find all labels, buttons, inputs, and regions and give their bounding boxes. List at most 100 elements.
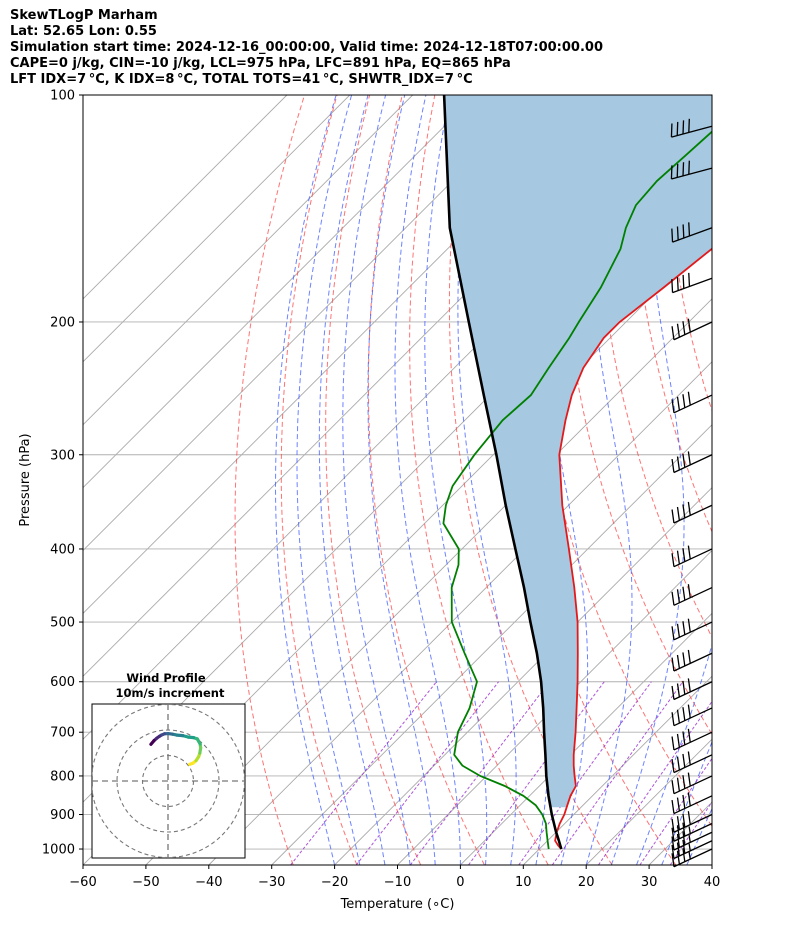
x-tick-label: 10 [515,875,532,890]
inset-title-line2: 10m/s increment [116,686,225,700]
wind-barb [671,501,713,524]
moist-adiabat-line [610,95,685,865]
wind-barb [670,160,713,180]
chart-header: SkewTLogP Marham Lat: 52.65 Lon: 0.55 Si… [10,8,603,88]
mixing-ratio-line [639,757,712,865]
isotherm-line [775,95,794,865]
x-tick-label: 20 [578,875,595,890]
title-line-times: Simulation start time: 2024-12-16_00:00:… [10,40,603,55]
x-axis-label: Temperature (∘C) [340,897,455,912]
isotherm-line [83,95,476,489]
y-tick-label: 100 [50,89,75,104]
dry-adiabat-line [662,95,712,413]
title-line-location: Lat: 52.65 Lon: 0.55 [10,24,157,39]
wind-barb [671,649,713,672]
dry-adiabat-line [367,95,485,865]
dry-adiabat-line [280,95,358,865]
wind-barb [671,678,713,701]
isotherm-line [83,95,351,363]
title-line-indices-1: CAPE=0 j/kg, CIN=-10 j/kg, LCL=975 hPa, … [10,56,511,71]
y-tick-label: 200 [50,315,75,330]
isotherm-line [83,95,288,300]
moist-adiabat-line [424,95,488,865]
dry-adiabat-line [234,95,305,865]
dry-adiabat-line [560,95,712,736]
y-tick-label: 400 [50,542,75,557]
isotherm-line [83,95,414,426]
wind-profile-inset: Wind Profile 10m/s increment [91,671,246,859]
x-tick-label: −20 [321,875,348,890]
wind-barb [671,318,713,341]
wind-barb [671,811,713,833]
moist-adiabat-line [686,807,712,865]
x-tick-label: −40 [195,875,222,890]
wind-barb [671,751,713,774]
title-line-indices-2: LFT IDX=7 °C, K IDX=8 °C, TOTAL TOTS=41 … [10,72,473,87]
moist-adiabat-line [318,95,386,865]
moist-adiabat-line [661,740,712,865]
moist-adiabat-line [296,95,361,865]
wind-barb [671,545,713,568]
parcel-profile-line [442,95,563,850]
x-tick-label: −60 [69,875,96,890]
wind-barb [671,451,713,474]
isotherm-line [83,95,539,552]
wind-barb [670,118,713,138]
y-tick-label: 300 [50,448,75,463]
x-tick-label: 0 [456,875,464,890]
wind-barb [671,222,713,243]
mixing-ratio-line [290,681,437,865]
isotherm-line [522,675,712,865]
moist-adiabat-line [711,863,712,865]
dry-adiabat-line [325,95,422,865]
inset-title-line1: Wind Profile [126,671,206,685]
isotherm-line [397,549,712,865]
wind-barb [671,584,713,606]
wind-barb [671,772,713,795]
y-tick-label: 1000 [42,843,75,858]
dry-adiabat-line [761,95,794,865]
instability-fill-area [444,95,712,808]
mixing-ratio-line [597,700,712,865]
isotherm-line [334,486,712,865]
y-tick-label: 500 [50,616,75,631]
y-tick-label: 900 [50,808,75,823]
mixing-ratio-line [355,681,499,865]
x-tick-label: −30 [258,875,285,890]
x-tick-label: 30 [641,875,658,890]
wind-barb [671,618,713,641]
dry-adiabat-line [409,95,549,865]
mixing-ratio-line [518,681,652,865]
moist-adiabat-line [275,95,337,865]
moist-adiabat-line [636,642,712,865]
wind-barb [671,831,713,851]
y-tick-label: 600 [50,675,75,690]
temperature-line [554,247,712,850]
dry-adiabat-line [595,95,712,639]
y-axis-label: Pressure (hPa) [18,433,33,526]
isotherm-line [460,612,712,865]
mixing-ratio-line [409,681,550,865]
mixing-ratio-line [468,681,605,865]
isotherm-line [271,424,712,865]
isotherm-line [711,864,712,865]
isotherm-line [208,361,712,865]
wind-barb [671,391,713,414]
x-tick-label: −50 [132,875,159,890]
moist-adiabat-line [367,95,436,865]
wind-barb [671,822,713,842]
moist-adiabat-line [394,95,461,865]
wind-barb [671,704,713,727]
y-tick-label: 700 [50,726,75,741]
moist-adiabat-line [585,95,633,865]
wind-barb [671,728,713,751]
wind-barb [671,272,713,294]
wind-barb [671,839,713,860]
dry-adiabat-line [448,95,613,865]
x-tick-label: −10 [384,875,411,890]
dewpoint-line [442,130,712,850]
wind-barb [671,792,713,815]
x-tick-label: 40 [704,875,721,890]
hodograph-segment [149,739,156,746]
